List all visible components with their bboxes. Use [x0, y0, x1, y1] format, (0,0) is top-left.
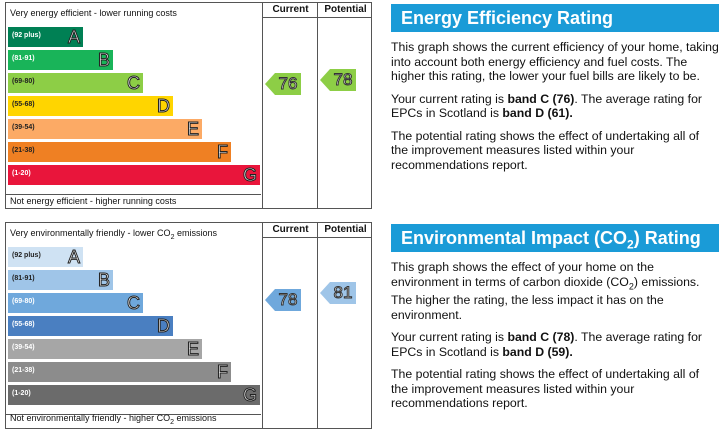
band-range-label: (81-91) [12, 55, 35, 62]
arrow-shape [320, 69, 356, 91]
band-range-label: (21-38) [12, 147, 35, 154]
band-letter: E [186, 119, 199, 140]
current-column-divider [262, 3, 263, 208]
chart-bottom-label: Not energy efficient - higher running co… [10, 196, 177, 206]
panel-title: Energy Efficiency Rating [391, 4, 719, 32]
chart-top-label: Very energy efficient - lower running co… [10, 8, 177, 18]
rating-band: (81-91) B [8, 50, 113, 71]
current-rating-value: 76 [278, 74, 298, 94]
band-range-label: (21-38) [12, 367, 35, 374]
band-letter: E [186, 339, 199, 360]
band-letter: D [157, 316, 171, 337]
rating-band: (39-54) E [8, 119, 202, 140]
rating-band: (55-68) D [8, 96, 173, 117]
rating-band: (92 plus) A [8, 247, 83, 268]
band-letter: F [217, 142, 229, 163]
band-range-label: (55-68) [12, 321, 35, 328]
potential-rating-paragraph: The potential rating shows the effect of… [391, 128, 700, 172]
band-range-label: (1-20) [12, 170, 31, 177]
current-rating-arrow: 76 [265, 73, 301, 95]
arrow-shape [265, 73, 301, 95]
band-letter: C [127, 293, 141, 314]
band-letter: A [67, 247, 80, 268]
rating-band: (69-80) C [8, 73, 143, 94]
current-column-header: Current [272, 224, 309, 235]
band-range-label: (39-54) [12, 344, 35, 351]
current-rating-paragraph: Your current rating is band C (78). The … [391, 330, 703, 359]
bottom-rule [6, 194, 261, 195]
band-range-label: (39-54) [12, 124, 35, 131]
band-letter: F [217, 362, 229, 383]
potential-column-divider [317, 3, 318, 208]
rating-band: (92 plus) A [8, 27, 83, 48]
potential-rating-arrow: 78 [320, 69, 356, 91]
current-column-header: Current [272, 4, 309, 15]
chart-top-label: Very environmentally friendly - lower CO… [10, 228, 217, 241]
potential-rating-value: 78 [333, 70, 353, 90]
band-range-label: (1-20) [12, 390, 31, 397]
band-range-label: (69-80) [12, 78, 35, 85]
rating-band: (21-38) F [8, 362, 231, 383]
band-range-label: (55-68) [12, 101, 35, 108]
panel-title: Environmental Impact (CO2) Rating [391, 224, 719, 252]
rating-band: (1-20) G [8, 165, 260, 186]
arrow-shape [320, 282, 356, 304]
column-header-rule [263, 237, 371, 238]
current-rating-paragraph: Your current rating is band C (76). The … [391, 91, 703, 121]
band-letter: B [97, 50, 110, 71]
band-range-label: (69-80) [12, 298, 35, 305]
potential-column-header: Potential [324, 224, 367, 235]
band-range-label: (92 plus) [12, 32, 41, 39]
environmental-impact-panel: Environmental Impact (CO2) Rating This g… [391, 224, 719, 411]
energy-efficiency-panel: Energy Efficiency Rating This graph show… [391, 4, 719, 172]
band-letter: D [157, 96, 171, 117]
current-rating-arrow: 78 [265, 289, 301, 311]
chart-bottom-label: Not environmentally friendly - higher CO… [10, 413, 217, 426]
rating-band: (55-68) D [8, 316, 173, 337]
description-paragraph: This graph shows the current efficiency … [391, 40, 719, 83]
band-letter: C [127, 73, 141, 94]
band-letter: G [242, 165, 257, 186]
potential-column-header: Potential [324, 4, 367, 15]
potential-column-divider [317, 223, 318, 428]
column-header-rule [263, 17, 371, 18]
rating-band: (81-91) B [8, 270, 113, 291]
band-letter: G [242, 385, 257, 406]
rating-band: (1-20) G [8, 385, 260, 406]
description-paragraph: This graph shows the effect of your home… [391, 260, 700, 322]
rating-band: (69-80) C [8, 293, 143, 314]
band-letter: A [67, 27, 80, 48]
band-range-label: (81-91) [12, 275, 35, 282]
rating-band: (39-54) E [8, 339, 202, 360]
potential-rating-paragraph: The potential rating shows the effect of… [391, 367, 700, 411]
current-column-divider [262, 223, 263, 428]
arrow-shape [265, 289, 301, 311]
bottom-rule [6, 414, 261, 415]
potential-rating-arrow: 81 [320, 282, 356, 304]
current-rating-value: 78 [278, 290, 298, 310]
band-range-label: (92 plus) [12, 252, 41, 259]
environmental-impact-chart: Current Potential Very environmentally f… [5, 222, 372, 429]
band-letter: B [97, 270, 110, 291]
energy-efficiency-chart: Current Potential Very energy efficient … [5, 2, 372, 209]
potential-rating-value: 81 [333, 283, 353, 303]
rating-band: (21-38) F [8, 142, 231, 163]
